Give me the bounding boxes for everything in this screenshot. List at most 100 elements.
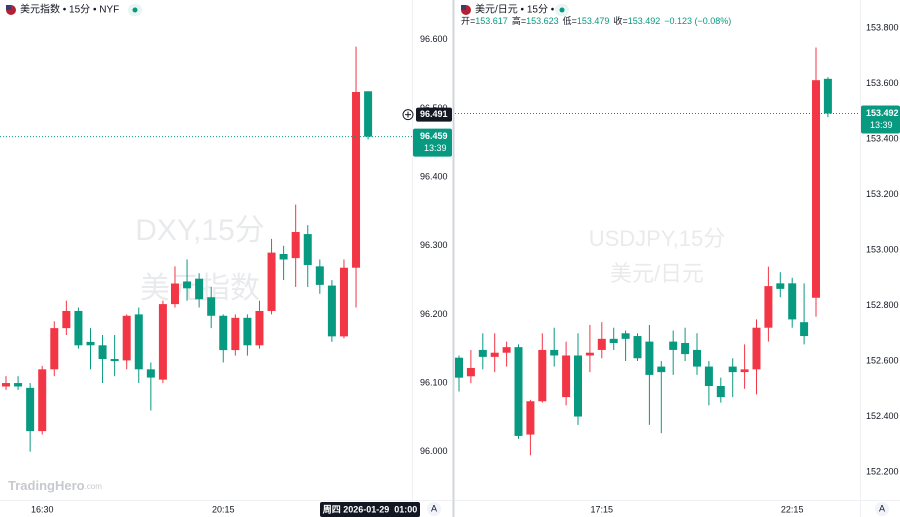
candle-body [574,355,582,417]
candle-body [740,369,749,373]
y-tick-label: 153.200 [866,189,899,199]
y-tick-label: 153.000 [866,244,899,254]
y-tick-label: 96.200 [420,309,448,319]
candle-body [243,317,252,346]
candle-body [621,333,630,339]
candle-body [291,232,300,259]
last-price-label: 96.459 [420,131,448,141]
y-tick-label: 153.600 [866,78,899,88]
candle-body [704,366,713,387]
candle-body [122,315,131,361]
candle-body [597,338,606,350]
candle-body [364,91,373,137]
watermark: 美元/日元 [610,261,704,286]
candle-body [681,342,690,355]
candle-body [315,266,324,285]
candle-body [812,80,820,298]
flag-canton [461,5,466,10]
candle-body [752,327,761,370]
last-price-time: 13:39 [424,143,447,153]
candle-body [764,286,773,328]
y-tick-label: 152.800 [866,300,899,310]
ohlc-value: 153.623 [526,16,559,26]
candle-body [255,310,264,346]
candle-body [466,367,475,377]
candle-body [585,352,594,356]
y-tick-label: 96.300 [420,240,448,250]
candle-body [2,383,10,387]
ohlc-key: 高= [512,15,526,26]
candle-body [207,297,216,316]
candle-body [14,383,23,387]
candle-body [146,369,155,378]
candle-body [62,310,71,329]
logo-suffix: .com [85,482,103,491]
last-price-box [413,128,452,157]
candle-body [158,304,167,380]
candle-body [693,349,701,367]
logo-name: TradingHero [8,478,85,493]
candle-body [327,285,336,337]
last-price-label: 153.492 [866,108,899,118]
candle-body [74,310,83,346]
candle-body [38,369,47,432]
candle-body [50,328,59,370]
watermark: USDJPY,15分 [589,226,726,251]
candle-body [776,283,785,289]
candle-body [26,387,35,432]
x-tick-label: 20:15 [212,504,235,514]
candle-body [267,252,276,311]
logo: TradingHero.com [8,478,102,493]
candle-body [478,349,487,357]
x-tick-label: 16:30 [31,504,54,514]
candle-body [339,267,348,337]
last-price-time: 13:39 [870,120,893,130]
status-dot [132,7,138,13]
candle-body [788,283,797,320]
y-tick-label: 96.600 [420,34,448,44]
candle-body [562,355,571,398]
candle-body [657,366,666,373]
ohlc-key: 收= [613,15,627,26]
candle-body [110,359,119,362]
candle-body [219,315,228,351]
y-tick-label: 153.400 [866,133,899,143]
auto-scale-label[interactable]: A [431,503,437,513]
y-tick-label: 152.400 [866,411,899,421]
candle-body [550,349,559,356]
auto-scale-button[interactable] [427,502,441,516]
candle-body [455,357,463,378]
candle-body [170,283,179,305]
candle-body [514,347,523,436]
auto-scale-label[interactable]: A [879,503,885,513]
crosshair-time-label: 周四 2026-01-29 01:00 [323,504,418,514]
candle-body [633,336,642,359]
ohlc-key: 开= [461,16,475,26]
crosshair-price-label: 96.491 [420,109,448,119]
header-title: 美元指数 • 15分 • NYF [20,3,119,16]
candle-body [538,349,547,402]
y-tick-label: 96.100 [420,377,448,387]
flag-canton [6,5,11,10]
status-dot [559,7,565,13]
candle-body [728,366,737,373]
auto-scale-button[interactable] [875,502,889,516]
candle-body [716,386,725,398]
candle-body [490,352,499,357]
y-tick-label: 96.400 [420,171,448,181]
candle-body [183,281,192,289]
candle-body [352,91,361,268]
ohlc-value: 153.479 [577,16,610,26]
candle-body [134,314,143,370]
x-tick-label: 17:15 [591,504,614,514]
y-tick-label: 152.200 [866,466,899,476]
watermark: DXY,15分 [135,214,265,247]
ohlc-value: 153.492 [628,16,661,26]
candle-body [86,341,95,346]
candle-body [645,341,654,375]
candle-body [526,401,535,435]
candle-body [303,234,312,265]
candle-body [231,317,240,351]
candle-body [98,345,107,360]
